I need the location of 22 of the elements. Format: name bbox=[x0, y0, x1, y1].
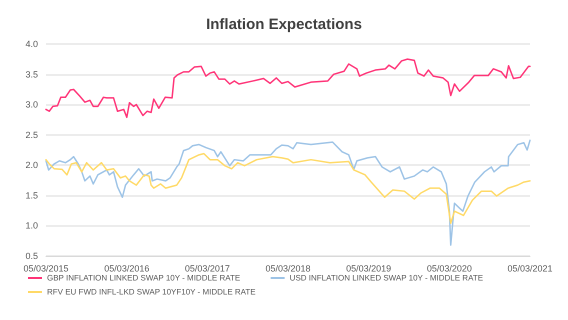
x-tick-label: 05/03/2016 bbox=[104, 264, 150, 274]
line-series bbox=[45, 58, 531, 118]
legend-label: GBP INFLATION LINKED SWAP 10Y - MIDDLE RATE bbox=[47, 274, 240, 282]
y-tick-label: 3.0 bbox=[25, 100, 38, 110]
legend-label: RFV EU FWD INFL-LKD SWAP 10YF10Y - MIDDLE RATE bbox=[47, 288, 256, 296]
y-tick-label: 0.5 bbox=[25, 251, 38, 261]
x-tick-label: 05/03/2019 bbox=[346, 264, 392, 274]
y-tick-label: 2.0 bbox=[25, 160, 38, 170]
x-tick-label: 05/03/2017 bbox=[184, 264, 230, 274]
line-series bbox=[45, 152, 531, 224]
x-tick-label: 05/03/2020 bbox=[426, 264, 472, 274]
y-tick-label: 1.0 bbox=[25, 220, 38, 231]
legend-label: USD INFLATION LINKED SWAP 10Y - MIDDLE RATE bbox=[290, 274, 484, 282]
y-tick-label: 2.5 bbox=[25, 130, 38, 140]
x-tick-label: 05/03/2021 bbox=[507, 264, 553, 274]
x-tick-label: 05/03/2018 bbox=[265, 264, 311, 274]
y-tick-label: 3.5 bbox=[25, 69, 38, 80]
chart-title: Inflation Expectations bbox=[206, 16, 362, 33]
y-tick-label: 1.5 bbox=[25, 190, 38, 200]
y-tick-label: 4.0 bbox=[25, 39, 38, 49]
x-tick-label: 05/03/2015 bbox=[23, 264, 69, 274]
line-series bbox=[45, 140, 531, 246]
